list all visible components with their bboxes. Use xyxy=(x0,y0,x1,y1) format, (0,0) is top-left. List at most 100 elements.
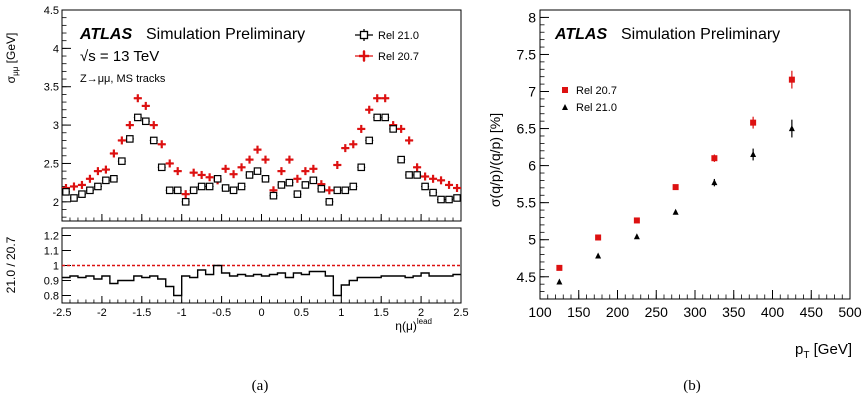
x-tick-label-a: 2.5 xyxy=(453,307,468,319)
data-point-rel207 xyxy=(149,121,158,130)
open-square-marker xyxy=(197,182,206,191)
open-square-marker xyxy=(445,195,453,204)
data-point-rel207 xyxy=(229,170,238,179)
data-point-rel21 xyxy=(301,181,310,189)
open-square-marker xyxy=(333,186,342,195)
open-square-marker xyxy=(134,113,142,122)
triangle-marker xyxy=(750,151,757,157)
open-square-marker xyxy=(293,190,302,198)
data-point-rel21 xyxy=(365,136,374,145)
data-point-rel207-b xyxy=(556,264,563,271)
x-tick-label-a: 0 xyxy=(258,307,264,319)
data-point-rel207 xyxy=(117,136,126,145)
data-point-rel21 xyxy=(309,176,318,185)
data-point-rel207 xyxy=(325,186,334,195)
ratio-plot-frame xyxy=(61,227,462,304)
data-point-rel207 xyxy=(301,167,310,176)
data-point-rel21 xyxy=(237,182,246,191)
open-square-marker xyxy=(149,136,158,145)
plot-frame-b xyxy=(539,9,851,300)
triangle-marker xyxy=(595,252,602,259)
open-square-marker xyxy=(285,178,294,187)
legend-b: Rel 20.7 Rel 21.0 xyxy=(562,85,617,114)
square-marker xyxy=(556,264,563,271)
triangle-marker xyxy=(788,125,795,132)
x-tick-label-a: -1 xyxy=(177,307,187,319)
energy-label: √s = 13 TeV xyxy=(80,48,159,65)
ratio-y-tick-label: 1 xyxy=(53,261,59,273)
data-point-rel21-b xyxy=(633,233,640,240)
data-point-rel207-b xyxy=(788,70,795,89)
data-point-rel21 xyxy=(333,186,342,195)
data-point-rel21 xyxy=(197,182,206,191)
x-tick-label-a: 2 xyxy=(418,307,424,319)
data-point-rel21 xyxy=(381,113,390,122)
data-point-rel21 xyxy=(109,175,118,183)
x-tick-label-b: 400 xyxy=(761,304,785,320)
simulation-preliminary-label-b: Simulation Preliminary xyxy=(621,26,780,43)
data-point-rel207 xyxy=(221,164,230,173)
open-square-marker xyxy=(373,113,382,122)
data-point-rel207 xyxy=(85,174,94,183)
square-marker xyxy=(672,184,679,191)
data-point-rel21 xyxy=(285,178,294,187)
data-point-rel207-b xyxy=(672,184,679,191)
open-square-marker xyxy=(405,171,413,179)
triangle-marker xyxy=(556,278,563,285)
data-point-rel207 xyxy=(365,105,374,114)
data-point-rel207 xyxy=(261,155,270,164)
open-square-marker xyxy=(381,113,389,122)
data-point-rel21 xyxy=(293,190,302,198)
open-square-marker xyxy=(357,163,366,172)
open-square-marker xyxy=(349,182,358,191)
data-point-rel21 xyxy=(77,190,86,198)
data-point-rel207 xyxy=(349,140,358,149)
x-tick-label-a: -0.5 xyxy=(212,307,231,319)
data-point-rel207 xyxy=(93,167,102,176)
data-point-rel21 xyxy=(125,135,134,143)
ratio-y-tick-label: 0.9 xyxy=(44,276,59,288)
data-point-rel21 xyxy=(277,181,286,189)
legend-label-rel21-b: Rel 21.0 xyxy=(576,102,617,114)
data-point-rel207 xyxy=(109,149,118,158)
panel-a: -2.5 -2 -1.5 -1 -0.5 0 0.5 1 1.5 2 2.5 2 2.5 3 3.5 4 4.5… xyxy=(4,5,469,333)
x-tick-label-b: 300 xyxy=(683,304,707,320)
x-tick-label-b: 100 xyxy=(528,304,552,320)
data-point-rel207 xyxy=(197,170,206,179)
open-square-marker xyxy=(102,176,110,185)
x-axis-label-b: pT [GeV] xyxy=(795,341,852,361)
data-point-rel207 xyxy=(69,182,78,191)
open-square-marker xyxy=(189,186,198,195)
data-point-rel207 xyxy=(309,164,318,173)
data-point-rel21 xyxy=(397,155,406,164)
data-point-rel21 xyxy=(437,195,446,204)
open-square-marker xyxy=(437,195,445,204)
ratio-step-line xyxy=(62,264,461,297)
data-point-rel21 xyxy=(341,186,350,195)
y-tick-label-a: 2.5 xyxy=(44,158,59,170)
x-tick-label-a: -2 xyxy=(97,307,107,319)
open-square-marker xyxy=(453,194,461,202)
data-point-rel21 xyxy=(117,157,126,165)
atlas-label: ATLAS xyxy=(79,26,132,43)
ratio-y-tick-label: 1.2 xyxy=(44,231,59,243)
open-square-marker xyxy=(181,198,190,206)
process-label: Z→μμ, MS tracks xyxy=(80,73,166,85)
data-point-rel21 xyxy=(253,167,262,175)
panel-b: 100 150 200 250 300 350 400 450 500 4.5 5 5.5 6 6.5 7 7… xyxy=(487,9,862,361)
open-square-marker xyxy=(413,171,421,179)
x-tick-label-b: 200 xyxy=(606,304,630,320)
triangle-marker xyxy=(633,233,640,240)
data-point-rel207 xyxy=(381,94,390,103)
x-tick-label-b: 150 xyxy=(567,304,591,320)
data-point-rel21 xyxy=(157,163,166,172)
data-point-rel207 xyxy=(101,165,110,174)
data-point-rel21 xyxy=(133,113,142,122)
data-point-rel207 xyxy=(413,163,422,172)
x-tick-label-b: 500 xyxy=(838,304,862,320)
open-square-marker xyxy=(157,163,166,172)
data-point-rel207 xyxy=(285,155,294,164)
data-point-rel21 xyxy=(349,182,358,191)
data-point-rel207-b xyxy=(595,234,602,241)
data-point-rel21 xyxy=(373,113,382,122)
